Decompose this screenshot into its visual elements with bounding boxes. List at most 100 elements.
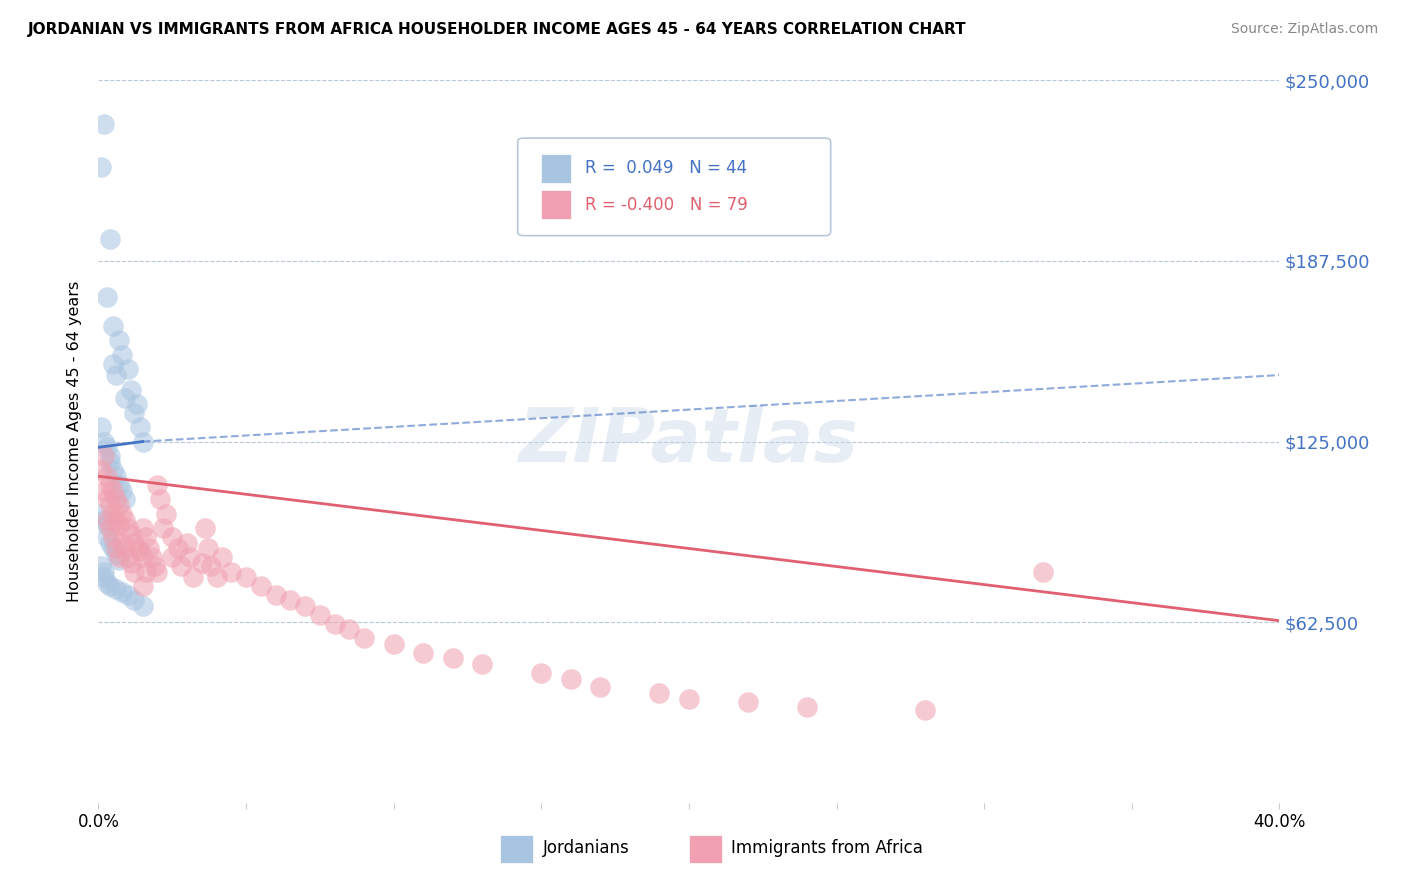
Point [264,588,287,602]
Point [105,469,128,483]
Point [105,512,128,526]
Point [149,492,172,507]
Point [353,631,375,645]
FancyBboxPatch shape [501,835,533,863]
Point [98,579,121,593]
Point [250,579,273,593]
Point [90,463,112,477]
Point [103,483,125,498]
Point [114,541,136,556]
Point [96,492,118,507]
Point [135,530,157,544]
FancyBboxPatch shape [541,154,571,183]
Point [108,553,131,567]
Point [170,558,193,573]
Point [98,478,121,492]
Point [141,550,163,565]
FancyBboxPatch shape [517,138,831,235]
Point [146,478,169,492]
Point [120,556,142,570]
Point [530,665,553,680]
Point [98,232,121,246]
Point [105,492,128,507]
Point [111,348,134,362]
Point [122,535,145,549]
Point [191,556,214,570]
Point [103,357,125,371]
Point [648,686,671,700]
Text: Immigrants from Africa: Immigrants from Africa [731,839,924,857]
Point [96,576,118,591]
Point [93,117,115,131]
Point [339,623,361,637]
Point [294,599,316,614]
Point [128,544,150,558]
Point [143,558,166,573]
Point [132,521,155,535]
Point [135,565,157,579]
Point [108,550,131,565]
Point [108,334,131,348]
Point [93,434,115,449]
Point [211,550,233,565]
Point [117,521,139,535]
Point [103,507,125,521]
Point [103,541,125,556]
Point [108,518,131,533]
Point [678,691,700,706]
Point [120,527,142,541]
Point [122,593,145,607]
Text: Jordanians: Jordanians [543,839,630,857]
Point [280,593,302,607]
Point [90,420,112,434]
Point [132,579,155,593]
Point [200,558,222,573]
Point [96,290,118,304]
Point [235,570,257,584]
Point [122,565,145,579]
Point [98,455,121,469]
Point [96,440,118,454]
Point [309,607,332,622]
Point [96,518,118,533]
Point [117,550,139,565]
Point [737,695,759,709]
Point [105,547,128,561]
Point [155,507,177,521]
Point [93,483,115,498]
Point [122,406,145,420]
Point [98,449,121,463]
Point [125,541,148,556]
Point [179,550,201,565]
Point [90,558,112,573]
Point [111,584,134,599]
Point [111,483,134,498]
Point [221,565,243,579]
Text: Source: ZipAtlas.com: Source: ZipAtlas.com [1230,22,1378,37]
Point [98,498,121,512]
Point [205,570,228,584]
Point [103,530,125,544]
FancyBboxPatch shape [689,835,723,863]
Point [471,657,494,671]
Point [98,535,121,549]
Point [1032,565,1054,579]
Point [162,530,183,544]
Point [93,512,115,526]
Point [105,541,128,556]
Point [103,463,125,477]
Point [111,507,134,521]
Text: R =  0.049   N = 44: R = 0.049 N = 44 [585,160,747,178]
Point [382,637,405,651]
Point [152,521,174,535]
Point [914,703,936,717]
Point [128,420,150,434]
Point [103,318,125,333]
Y-axis label: Householder Income Ages 45 - 64 years: Householder Income Ages 45 - 64 years [67,281,83,602]
Point [117,362,139,376]
Point [194,521,217,535]
Point [108,478,131,492]
Point [120,383,142,397]
Point [93,565,115,579]
Point [560,672,582,686]
